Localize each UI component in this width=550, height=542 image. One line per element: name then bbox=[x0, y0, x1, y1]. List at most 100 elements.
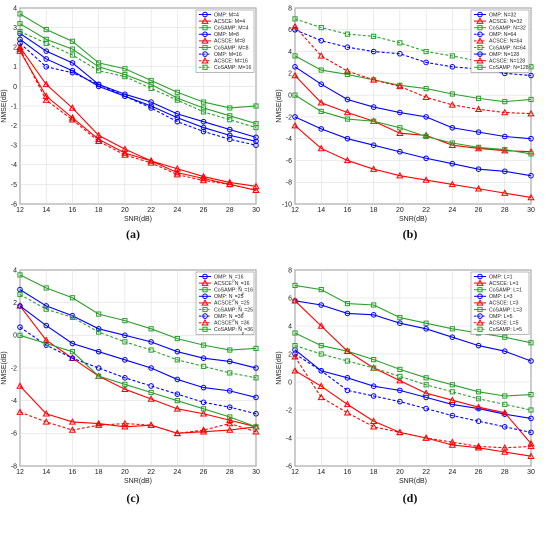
series-7 bbox=[17, 324, 259, 417]
x-tick-label: 24 bbox=[448, 469, 456, 476]
y-tick-label: -4 bbox=[11, 398, 17, 405]
data-point bbox=[253, 345, 259, 351]
data-point bbox=[226, 126, 233, 133]
data-point bbox=[292, 26, 298, 33]
data-point bbox=[17, 324, 23, 330]
data-point bbox=[344, 301, 351, 307]
legend-marker bbox=[477, 44, 483, 51]
data-point bbox=[528, 172, 534, 179]
y-tick-label: -4 bbox=[11, 162, 17, 169]
y-tick-label: 2 bbox=[13, 45, 17, 52]
y-tick-label: 4 bbox=[288, 323, 292, 330]
data-point bbox=[423, 85, 429, 92]
data-point bbox=[344, 310, 351, 317]
data-point bbox=[317, 98, 325, 106]
data-point bbox=[148, 103, 154, 109]
x-tick-label: 12 bbox=[291, 469, 299, 476]
data-point bbox=[291, 71, 299, 79]
data-point bbox=[528, 429, 534, 436]
data-point bbox=[174, 97, 180, 103]
x-tick-label: 22 bbox=[147, 469, 155, 476]
data-point bbox=[226, 388, 233, 394]
data-point bbox=[423, 155, 429, 162]
data-point bbox=[371, 357, 377, 363]
data-point bbox=[43, 64, 50, 70]
data-point bbox=[527, 442, 535, 450]
data-point bbox=[396, 376, 404, 384]
data-point bbox=[173, 168, 181, 176]
y-tick-label: -2 bbox=[286, 114, 292, 121]
data-point bbox=[317, 322, 325, 329]
data-point bbox=[122, 318, 128, 324]
data-point bbox=[147, 159, 155, 166]
data-point bbox=[423, 405, 429, 412]
legend-marker bbox=[202, 293, 208, 300]
data-point bbox=[148, 383, 154, 389]
data-point bbox=[370, 422, 378, 430]
series-line bbox=[294, 353, 532, 433]
data-point bbox=[226, 132, 233, 139]
y-tick-label: -6 bbox=[286, 158, 292, 165]
legend-label: ACSCE: L=1 bbox=[489, 281, 519, 287]
data-point bbox=[122, 357, 128, 363]
data-point bbox=[69, 46, 76, 52]
data-point bbox=[370, 312, 377, 318]
data-point bbox=[317, 52, 325, 59]
series-7 bbox=[17, 40, 259, 148]
x-tick-label: 22 bbox=[422, 469, 430, 476]
legend-marker bbox=[477, 25, 483, 31]
data-point bbox=[95, 421, 103, 428]
x-tick-label: 24 bbox=[173, 207, 181, 214]
data-point bbox=[292, 64, 298, 70]
legend-label: ACSCE: L=5 bbox=[489, 321, 519, 327]
data-point bbox=[174, 348, 181, 355]
series-5 bbox=[291, 22, 535, 117]
series-3 bbox=[17, 11, 259, 111]
data-point bbox=[448, 396, 456, 403]
data-point bbox=[343, 67, 352, 74]
data-point bbox=[17, 291, 23, 298]
data-point bbox=[501, 108, 509, 116]
y-tick-label: -1 bbox=[11, 103, 17, 110]
data-point bbox=[527, 439, 535, 447]
y-tick-label: 0 bbox=[288, 93, 292, 100]
data-point bbox=[42, 80, 50, 88]
series-line bbox=[294, 284, 532, 344]
data-point bbox=[344, 116, 351, 122]
data-point bbox=[423, 382, 429, 388]
data-point bbox=[317, 144, 325, 152]
x-axis-label: SNR(dB) bbox=[124, 216, 152, 223]
x-tick-label: 26 bbox=[475, 469, 483, 476]
data-point bbox=[344, 358, 351, 364]
data-point bbox=[474, 184, 483, 192]
legend-label: ACSCE: Np=16 bbox=[214, 281, 250, 289]
data-point bbox=[226, 358, 233, 365]
data-point bbox=[121, 422, 129, 430]
data-point bbox=[42, 96, 50, 103]
y-tick-label: -3 bbox=[11, 143, 17, 150]
data-point bbox=[343, 347, 352, 354]
data-point bbox=[344, 44, 351, 51]
data-point bbox=[501, 443, 509, 451]
data-point bbox=[17, 272, 23, 278]
legend-label: CoSAMP: M=4 bbox=[214, 26, 249, 32]
legend-marker bbox=[202, 287, 208, 293]
legend-marker bbox=[201, 56, 209, 64]
y-tick-label: -6 bbox=[11, 431, 17, 438]
data-point bbox=[200, 355, 207, 362]
data-point bbox=[200, 399, 207, 406]
data-point bbox=[148, 99, 154, 105]
data-point bbox=[148, 339, 154, 345]
data-point bbox=[200, 384, 207, 391]
legend-marker bbox=[476, 279, 484, 286]
chart-panel-2: 12 14 16 18 20 22 24 26 28 3086420-2-4-6-8-10SNR(… bbox=[276, 5, 535, 241]
legend-label: OMP: Np=16 bbox=[214, 274, 244, 282]
data-point bbox=[292, 114, 298, 120]
data-point bbox=[96, 373, 102, 379]
series-line bbox=[19, 305, 257, 398]
legend-marker bbox=[476, 318, 484, 326]
data-point bbox=[16, 408, 24, 415]
data-point bbox=[17, 11, 23, 17]
series-9 bbox=[17, 332, 259, 430]
